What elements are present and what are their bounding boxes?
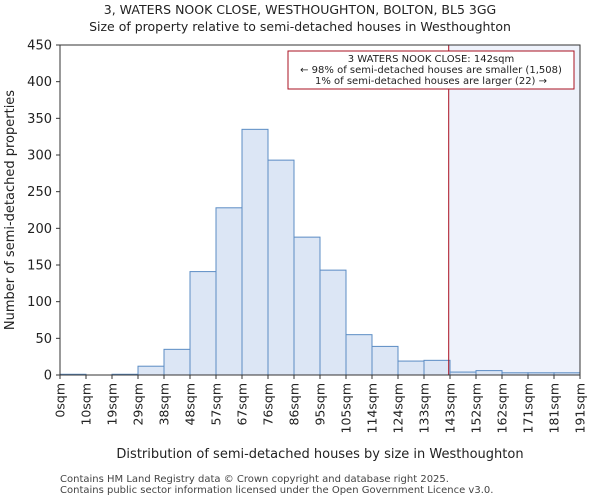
y-tick-label: 300 xyxy=(27,149,52,164)
x-tick-label: 133sqm xyxy=(417,383,432,433)
x-tick-label: 10sqm xyxy=(79,383,94,426)
histogram-bar xyxy=(267,159,295,376)
footer-copyright: Contains HM Land Registry data © Crown c… xyxy=(60,474,449,485)
histogram-bar xyxy=(345,334,373,376)
y-tick-label: 0 xyxy=(44,369,52,384)
histogram-bar xyxy=(319,269,347,376)
y-axis-label: Number of semi-detached properties xyxy=(3,90,18,330)
x-tick-label: 57sqm xyxy=(209,383,224,426)
histogram-bar xyxy=(215,207,243,376)
y-tick-label: 150 xyxy=(27,259,52,274)
histogram-bar xyxy=(371,345,399,376)
histogram-bar xyxy=(423,359,451,376)
y-tick-label: 200 xyxy=(27,222,52,237)
x-tick-label: 191sqm xyxy=(573,383,588,433)
x-tick-label: 38sqm xyxy=(157,383,172,426)
histogram-bar xyxy=(137,365,165,376)
x-tick-label: 0sqm xyxy=(53,383,68,418)
y-tick-label: 350 xyxy=(27,112,52,127)
histogram-chart: 0 50 100 150 200 250 300 350 400 450 0sqm 10sqm 19sq… xyxy=(3,39,588,463)
chart-subtitle: Size of property relative to semi-detach… xyxy=(89,19,511,34)
histogram-bar xyxy=(163,348,191,376)
x-tick-label: 143sqm xyxy=(443,383,458,433)
x-tick-label: 171sqm xyxy=(521,383,536,433)
histogram-bar xyxy=(241,128,269,376)
annotation-line-2: ← 98% of semi-detached houses are smalle… xyxy=(300,65,562,76)
chart-title-address: 3, WATERS NOOK CLOSE, WESTHOUGHTON, BOLT… xyxy=(103,2,497,17)
x-tick-label: 105sqm xyxy=(339,383,354,433)
histogram-bar xyxy=(397,360,425,376)
y-tick-label: 250 xyxy=(27,185,52,200)
x-tick-label: 19sqm xyxy=(105,383,120,426)
y-tick-label: 400 xyxy=(27,75,52,90)
larger-than-property-region xyxy=(448,45,580,375)
histogram-bar xyxy=(293,236,321,376)
x-tick-label: 124sqm xyxy=(391,383,406,433)
annotation-box: 3 WATERS NOOK CLOSE: 142sqm ← 98% of sem… xyxy=(287,50,575,90)
x-tick-label: 162sqm xyxy=(495,383,510,433)
x-tick-label: 95sqm xyxy=(313,383,328,426)
x-tick-label: 76sqm xyxy=(261,383,276,426)
annotation-frame xyxy=(287,50,575,90)
x-tick-label: 181sqm xyxy=(547,383,562,433)
x-tick-label: 114sqm xyxy=(365,383,380,433)
y-tick-label: 450 xyxy=(27,39,52,54)
annotation-line-1: 3 WATERS NOOK CLOSE: 142sqm xyxy=(348,54,514,65)
histogram-bar xyxy=(189,271,217,376)
axes-group: 0 50 100 150 200 250 300 350 400 450 0sqm 10sqm 19sq… xyxy=(27,39,587,434)
y-tick-label: 50 xyxy=(35,332,52,347)
annotation-line-3: 1% of semi-detached houses are larger (2… xyxy=(315,76,547,87)
x-axis-label: Distribution of semi-detached houses by … xyxy=(116,447,523,462)
x-tick-label: 29sqm xyxy=(131,383,146,426)
x-tick-label: 67sqm xyxy=(235,383,250,426)
bars-group xyxy=(59,128,581,376)
x-tick-label: 48sqm xyxy=(183,383,198,426)
footer-licence: Contains public sector information licen… xyxy=(60,485,494,496)
y-tick-label: 100 xyxy=(27,295,52,310)
histogram-bar xyxy=(475,370,503,376)
x-tick-label: 86sqm xyxy=(287,383,302,426)
x-tick-label: 152sqm xyxy=(469,383,484,433)
